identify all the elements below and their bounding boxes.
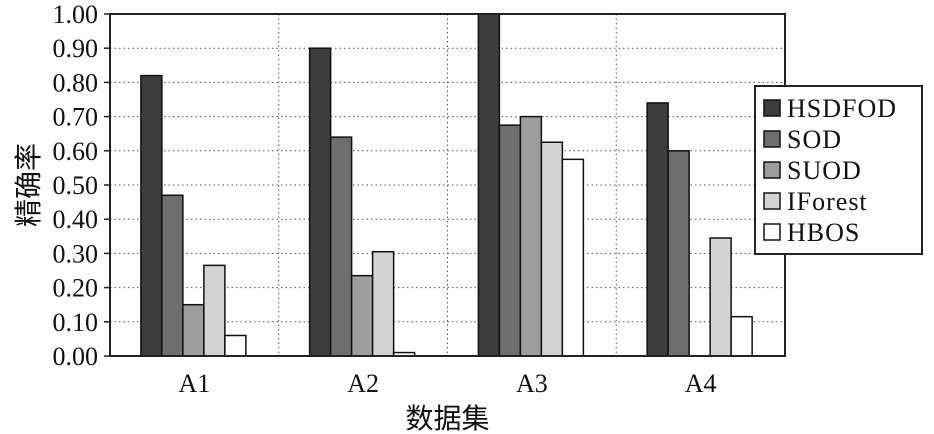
bar-sod-a4 <box>667 150 690 357</box>
bar-sod-a2 <box>329 136 353 357</box>
y-tick-label: 1.00 <box>53 0 99 29</box>
x-tick-label: A2 <box>347 369 379 398</box>
x-axis-ticks: A1 A2 A3 A4 <box>178 369 716 398</box>
y-axis-ticks: 0.00 0.10 0.20 0.30 0.40 0.50 0.60 0.70 0.80 0.90… <box>53 0 110 371</box>
y-tick-label: 0.30 <box>53 239 99 268</box>
bar-hsdfod-a3 <box>477 13 501 357</box>
bar-suod-a1 <box>182 303 205 357</box>
legend-label-iforest: IForest <box>787 187 868 216</box>
y-tick-label: 0.60 <box>53 137 99 166</box>
legend-label-suod: SUOD <box>787 156 862 185</box>
legend-swatch-sod <box>763 130 781 148</box>
y-tick-label: 0.00 <box>53 342 99 371</box>
y-axis-title: 精确率 <box>12 143 45 227</box>
legend-swatch-hbos <box>763 223 781 241</box>
bar-hbos-a1 <box>224 334 247 357</box>
y-tick-label: 0.90 <box>53 34 99 63</box>
bar-iforest-a4 <box>709 237 732 357</box>
y-tick-label: 0.20 <box>53 274 99 303</box>
legend-label-hsdfod: HSDFOD <box>787 94 897 123</box>
bar-iforest-a2 <box>371 250 395 357</box>
bar-hsdfod-a1 <box>140 74 163 357</box>
bar-suod-a2 <box>350 274 374 357</box>
y-tick-label: 0.50 <box>53 171 99 200</box>
bar-hsdfod-a4 <box>646 102 669 357</box>
y-tick-label: 0.10 <box>53 308 99 337</box>
legend-label-hbos: HBOS <box>787 218 860 247</box>
bar-iforest-a3 <box>540 141 564 357</box>
legend-swatch-suod <box>763 161 781 179</box>
y-tick-label: 0.80 <box>53 68 99 97</box>
x-axis-title: 数据集 <box>405 402 489 434</box>
legend-box <box>754 85 923 255</box>
legend-swatch-iforest <box>763 192 781 210</box>
x-tick-label: A3 <box>516 369 548 398</box>
x-tick-label: A1 <box>178 369 210 398</box>
bar-hbos-a4 <box>730 315 753 357</box>
bar-sod-a3 <box>498 124 522 357</box>
x-tick-label: A4 <box>685 369 717 398</box>
bar-suod-a3 <box>519 115 543 357</box>
legend-label-sod: SOD <box>787 125 842 154</box>
legend-swatch-hsdfod <box>763 99 781 117</box>
bar-hsdfod-a2 <box>308 47 332 357</box>
bar-iforest-a1 <box>203 264 226 357</box>
y-tick-label: 0.70 <box>53 103 99 132</box>
bar-sod-a1 <box>161 194 184 357</box>
bar-hbos-a3 <box>561 158 585 357</box>
y-tick-label: 0.40 <box>53 205 99 234</box>
